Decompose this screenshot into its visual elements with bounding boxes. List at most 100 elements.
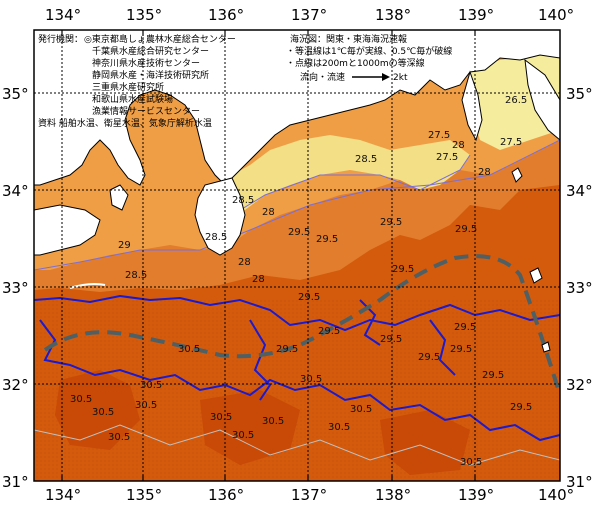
- isotherm-label: 30.5: [140, 380, 162, 391]
- isotherm-label: 26.5: [505, 95, 527, 106]
- current-legend-label: 流向・流速: [300, 71, 345, 83]
- isotherm-label: 28: [262, 207, 275, 218]
- isotherm-label: 28: [252, 274, 265, 285]
- lat-tick-label: 33°: [2, 279, 29, 297]
- lat-tick-label: 32°: [566, 376, 593, 394]
- isotherm-label: 28.5: [232, 195, 254, 206]
- lat-tick-label: 34°: [2, 182, 29, 200]
- isobath-line: [34, 294, 560, 332]
- lon-tick-label: 139°: [458, 6, 494, 24]
- isotherm-label: 28.5: [205, 232, 227, 243]
- isobath-line: [39, 319, 560, 442]
- isotherm-label: 28: [478, 167, 491, 178]
- isotherm-label: 29.5: [380, 334, 402, 345]
- current-legend-speed: 2kt: [393, 73, 408, 83]
- isotherm-label: 30.5: [178, 344, 200, 355]
- issuer-notes: 発行機関： ◎東京都島しょ農林水産総合センター 千葉県水産総合研究センター 神奈…: [38, 33, 236, 129]
- lon-tick-label: 136°: [208, 6, 244, 24]
- isotherm-label: 30.5: [108, 432, 130, 443]
- lon-tick-label: 134°: [45, 486, 81, 504]
- sea-area: [34, 30, 560, 481]
- land-boso: [524, 58, 560, 141]
- isotherm-label: 29.5: [482, 370, 504, 381]
- lat-tick-label: 31°: [566, 473, 593, 491]
- isotherm-label: 30.5: [135, 400, 157, 411]
- land-kii-peninsula: [194, 177, 246, 256]
- lon-tick-label: 134°: [45, 6, 81, 24]
- lon-tick-label: 139°: [458, 486, 494, 504]
- isotherm-label: 27.5: [436, 152, 458, 163]
- isotherm-label: 30.5: [92, 407, 114, 418]
- isotherm-label: 29: [118, 240, 131, 251]
- frame-ticks: [61, 30, 476, 481]
- arrow-head-icon: [382, 73, 390, 81]
- isobath-legend: ・点線は200mと1000mの等深線: [286, 57, 425, 69]
- isotherm-label: 28: [238, 257, 251, 268]
- lon-tick-label: 138°: [375, 6, 411, 24]
- lon-labels-bottom: 134° 135° 136° 137° 138° 139° 140°: [45, 486, 574, 504]
- map-frame: [33, 29, 561, 482]
- lon-tick-label: 138°: [375, 486, 411, 504]
- lat-labels-right: 35° 34° 33° 32° 31°: [566, 85, 593, 491]
- data-sources: 資料 船舶水温、衛星水温、気象庁解析水温: [38, 117, 212, 129]
- isotherm-label: 30.5: [300, 374, 322, 385]
- issuer-name: 神奈川県水産技術センター: [92, 57, 200, 69]
- land-izu: [461, 70, 483, 142]
- issuer-name: 静岡県水産・海洋技術研究所: [92, 69, 209, 81]
- isotherm-label: 29.5: [454, 322, 476, 333]
- isotherm-label: 27.5: [428, 130, 450, 141]
- land-awaji: [109, 184, 129, 211]
- isotherm-label: 27.5: [500, 137, 522, 148]
- current-axis: [43, 254, 560, 396]
- isotherm-label: 30.5: [70, 394, 92, 405]
- sea-area-title: 海況図：関東・東海海況速報: [290, 33, 407, 45]
- isotherm-label: 30.5: [350, 404, 372, 415]
- issuer-name: 千葉県水産総合研究センター: [92, 45, 209, 57]
- isotherm-label: 30.5: [328, 422, 350, 433]
- isotherm-label: 29.5: [316, 234, 338, 245]
- lon-labels-top: 134° 135° 136° 137° 138° 139° 140°: [45, 6, 574, 24]
- lat-tick-label: 35°: [2, 85, 29, 103]
- land-honshu: [34, 30, 560, 186]
- isotherm-label: 29.5: [298, 292, 320, 303]
- issuer-name: 漁業情報サービスセンター: [92, 105, 200, 117]
- isotherm-label: 29.5: [318, 326, 340, 337]
- isotherm-line: [34, 424, 560, 466]
- isotherm-label: 29.5: [455, 224, 477, 235]
- land-island: [541, 341, 551, 353]
- sea-warm-patch: [380, 410, 470, 475]
- lon-tick-label: 135°: [126, 6, 162, 24]
- isotherm-label: 28: [452, 140, 465, 151]
- isotherm-label: 29.5: [380, 217, 402, 228]
- issuer-name: 三重県水産研究所: [92, 81, 164, 93]
- isotherm-line: [34, 139, 560, 271]
- isotherm-label: 29.5: [276, 344, 298, 355]
- isotherm-legend: ・等温線は1℃毎が実線、0.5℃毎が破線: [286, 45, 452, 57]
- isotherm-labels: 26.5 27.5 27.5 27.5 28 28 28 28 28.5 28.…: [70, 95, 532, 468]
- isotherm-label: 29.5: [510, 402, 532, 413]
- sea-cold-region: [232, 135, 470, 215]
- issuer-name: ◎東京都島しょ農林水産総合センター: [84, 33, 236, 45]
- isotherm-label: 29.5: [450, 344, 472, 355]
- lon-tick-label: 140°: [538, 486, 574, 504]
- isotherm-label: 30.5: [460, 457, 482, 468]
- land-island: [511, 167, 523, 183]
- issuer-name: 和歌山県水産試験場: [92, 93, 173, 105]
- lat-tick-label: 32°: [2, 376, 29, 394]
- issuer-label: 発行機関：: [38, 33, 83, 45]
- isotherm-label: 30.5: [262, 416, 284, 427]
- isotherm-label: 30.5: [210, 412, 232, 423]
- lat-labels-left: 35° 34° 33° 32° 31°: [2, 85, 29, 491]
- lat-tick-label: 31°: [2, 473, 29, 491]
- lon-tick-label: 135°: [126, 486, 162, 504]
- isotherm-label: 28.5: [355, 154, 377, 165]
- lat-tick-label: 33°: [566, 279, 593, 297]
- map-legend: 海況図：関東・東海海況速報 ・等温線は1℃毎が実線、0.5℃毎が破線 ・点線は2…: [286, 33, 452, 83]
- lat-tick-label: 34°: [566, 182, 593, 200]
- current-axis: [69, 283, 106, 289]
- isotherm-label: 29.5: [288, 227, 310, 238]
- isotherm-label: 28.5: [125, 270, 147, 281]
- land-shikoku: [34, 204, 101, 256]
- lon-tick-label: 140°: [538, 6, 574, 24]
